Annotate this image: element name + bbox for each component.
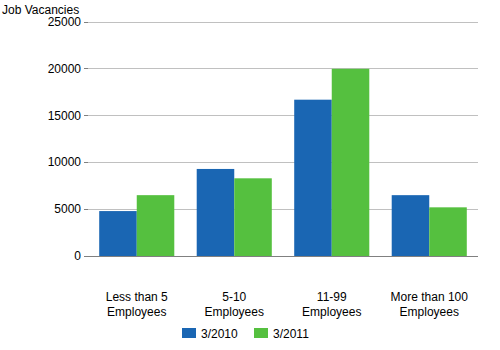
y-tick-label: 5000 [54,202,81,216]
grid-line [88,68,478,69]
x-tick-label: Less than 5Employees [106,290,168,319]
x-tick-label-line: More than 100 [391,290,469,304]
tick-mark [84,68,88,69]
x-tick-label: 5-10Employees [205,290,264,319]
legend-swatch [254,328,268,338]
x-tick-label: 11-99Employees [302,290,361,319]
bar [197,169,235,256]
bar [137,195,175,256]
x-tick-label-line: 11-99 [317,290,347,304]
bar [429,207,467,256]
x-tick-label-line: Employees [302,305,361,319]
x-tick-label-line: 5-10 [222,290,246,304]
bar [99,211,137,256]
y-tick-label: 25000 [48,15,82,29]
x-tick-label: More than 100Employees [391,290,469,319]
x-tick-label-line: Employees [205,305,264,319]
tick-mark [84,162,88,163]
bar [392,195,430,256]
grid-line [88,162,478,163]
y-tick-label: 15000 [48,109,82,123]
tick-mark [84,115,88,116]
tick-mark [84,209,88,210]
legend-label: 3/2010 [201,327,238,341]
grid-line [88,115,478,116]
bar [294,100,332,256]
y-tick-label: 0 [74,249,81,263]
x-axis-line [88,256,478,257]
x-tick-label-line: Employees [107,305,166,319]
chart: Job Vacancies0500010000150002000025000Le… [0,0,500,350]
tick-mark [84,22,88,23]
legend: 3/2010 3/2011 [182,327,309,341]
bar [332,69,370,256]
grid-line [88,256,478,257]
grid-line [88,22,478,23]
bar [234,178,272,256]
legend-label: 3/2011 [273,327,309,341]
x-tick-label-line: Employees [400,305,459,319]
legend-swatch [182,328,196,338]
y-tick-label: 10000 [48,155,82,169]
x-tick-label-line: Less than 5 [106,290,168,304]
tick-mark [84,256,88,257]
y-tick-label: 20000 [48,62,82,76]
